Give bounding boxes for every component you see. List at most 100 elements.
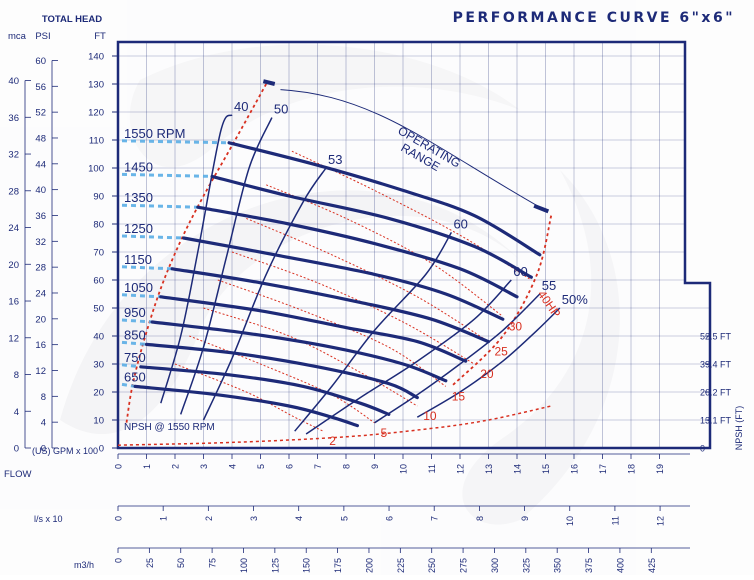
ft-tick-label: 20 xyxy=(93,388,104,399)
mca-unit-label: mca xyxy=(8,31,27,42)
ls-tick-label: 9 xyxy=(520,516,530,521)
ls-tick-label: 10 xyxy=(565,516,575,526)
ft-tick-label: 10 xyxy=(93,416,104,427)
speed-curve xyxy=(210,174,533,279)
psi-tick-label: 8 xyxy=(41,392,46,403)
gpm-tick-label: 19 xyxy=(655,464,665,474)
ft-tick-label: 50 xyxy=(93,304,104,315)
plot-layer xyxy=(117,79,561,446)
m3h-tick-label: 300 xyxy=(490,558,500,573)
efficiency-curve-label: 50 xyxy=(274,102,288,117)
ft-tick-label: 60 xyxy=(93,276,104,287)
ls-tick-label: 12 xyxy=(656,516,666,526)
gpm-tick-label: 14 xyxy=(513,464,523,474)
speed-curve-label: 750 xyxy=(124,350,146,365)
power-curve-label: 10 xyxy=(423,409,437,423)
gpm-tick-label: 11 xyxy=(427,464,437,473)
gpm-tick-label: 2 xyxy=(171,464,181,469)
psi-tick-label: 40 xyxy=(35,185,46,196)
ls-tick-label: 4 xyxy=(294,516,304,521)
gpm-tick-label: 16 xyxy=(570,464,580,474)
flow-label: FLOW xyxy=(4,469,31,480)
gpm-tick-label: 0 xyxy=(114,464,124,469)
flow-m3h-label: m3/h xyxy=(74,560,94,570)
m3h-tick-label: 200 xyxy=(364,558,374,573)
speed-curve xyxy=(170,267,491,344)
efficiency-curve-label: 60 xyxy=(513,264,527,279)
flow-ls-label: l/s x 10 xyxy=(34,514,63,524)
ft-tick-label: 90 xyxy=(93,192,104,203)
total-head-label: TOTAL HEAD xyxy=(42,14,102,25)
speed-label-leader xyxy=(121,382,136,388)
npsh-curve xyxy=(117,405,552,446)
ls-tick-label: 8 xyxy=(475,516,485,521)
m3h-tick-label: 50 xyxy=(176,558,186,568)
psi-tick-label: 32 xyxy=(35,237,46,248)
ls-tick-label: 6 xyxy=(385,516,395,521)
speed-label-leader xyxy=(121,293,161,299)
psi-tick-label: 48 xyxy=(35,133,46,144)
mca-tick-label: 0 xyxy=(14,444,19,455)
mca-tick-label: 36 xyxy=(8,113,19,124)
speed-curve-label: 1050 xyxy=(124,280,153,295)
psi-tick-label: 56 xyxy=(35,82,46,93)
power-curve-label: 30 xyxy=(509,319,523,333)
m3h-tick-label: 250 xyxy=(427,558,437,573)
m3h-tick-label: 425 xyxy=(647,558,657,573)
operating-range-left-boundary xyxy=(125,83,267,423)
mca-tick-label: 12 xyxy=(8,333,19,344)
speed-curve-label: 650 xyxy=(124,369,146,384)
m3h-tick-label: 325 xyxy=(521,558,531,573)
ft-tick-label: 100 xyxy=(88,164,104,175)
psi-tick-label: 44 xyxy=(35,159,46,170)
npsh-tick-label: 52.5 FT xyxy=(700,332,732,342)
speed-curve xyxy=(133,384,359,428)
efficiency-curve-label: 60 xyxy=(453,216,467,231)
m3h-tick-label: 225 xyxy=(396,558,406,573)
m3h-tick-label: 150 xyxy=(302,558,312,573)
flow-gpm-label: (US) GPM x 100 xyxy=(32,446,98,456)
psi-tick-label: 60 xyxy=(35,56,46,67)
ft-tick-label: 120 xyxy=(88,108,104,119)
ls-tick-label: 0 xyxy=(114,516,124,521)
psi-tick-label: 24 xyxy=(35,288,46,299)
npsh-tick-label: 26.2 FT xyxy=(700,388,732,398)
gpm-tick-label: 7 xyxy=(313,464,323,469)
psi-tick-label: 16 xyxy=(35,340,46,351)
m3h-tick-label: 375 xyxy=(584,558,594,573)
speed-curve xyxy=(139,365,391,416)
psi-tick-label: 28 xyxy=(35,263,46,274)
npsh-tick-label: 39.4 FT xyxy=(700,360,732,370)
operating-range-arc xyxy=(280,89,541,208)
m3h-tick-label: 125 xyxy=(270,558,280,573)
speed-label-leader xyxy=(121,234,184,240)
power-curve xyxy=(231,251,475,365)
efficiency-curve-label: 53 xyxy=(328,152,342,167)
m3h-tick-label: 100 xyxy=(239,558,249,573)
ft-tick-label: 80 xyxy=(93,220,104,231)
m3h-tick-label: 25 xyxy=(145,558,155,568)
npsh-axis-label: NPSH (FT) xyxy=(734,406,744,451)
psi-tick-label: 0 xyxy=(41,444,46,455)
npsh-curve-label: NPSH @ 1550 RPM xyxy=(124,422,215,433)
speed-curve-label: 1150 xyxy=(124,252,152,267)
ls-tick-label: 3 xyxy=(249,516,259,521)
mca-tick-label: 8 xyxy=(14,370,19,381)
efficiency-curve xyxy=(179,117,273,415)
ls-tick-label: 2 xyxy=(204,516,214,521)
gpm-tick-label: 15 xyxy=(541,464,551,474)
speed-curve xyxy=(227,141,542,257)
gpm-tick-label: 9 xyxy=(370,464,380,469)
ft-tick-label: 130 xyxy=(88,80,104,91)
speed-curve-label: 1550 RPM xyxy=(124,126,185,141)
ft-tick-label: 30 xyxy=(93,360,104,371)
efficiency-curve xyxy=(202,167,327,421)
gpm-tick-label: 13 xyxy=(484,464,494,474)
m3h-tick-label: 400 xyxy=(615,558,625,573)
speed-curve-label: 850 xyxy=(124,327,146,342)
gpm-tick-label: 10 xyxy=(399,464,409,474)
psi-tick-label: 20 xyxy=(35,314,46,325)
operating-range-start-marker xyxy=(262,79,276,86)
